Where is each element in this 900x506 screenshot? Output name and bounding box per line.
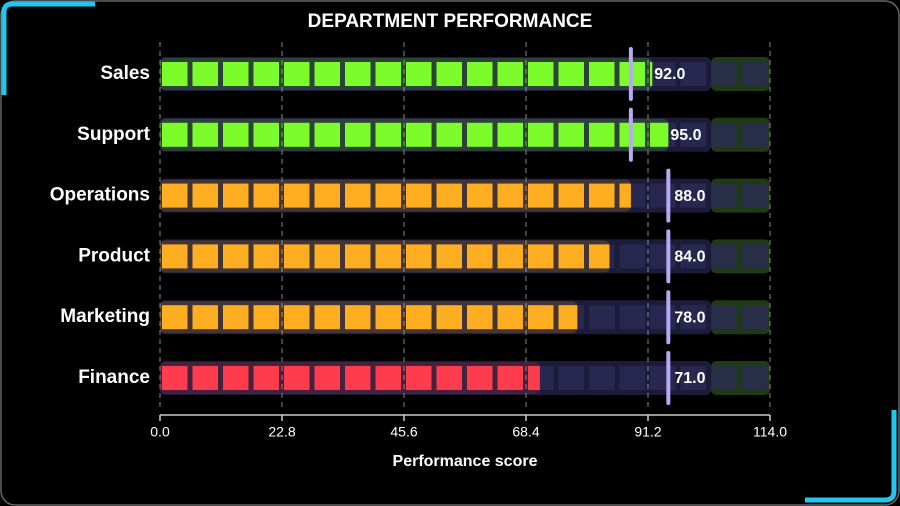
bar (160, 183, 631, 208)
x-tick-label: 114.0 (753, 424, 787, 440)
range-blocks (711, 183, 770, 208)
bar (160, 305, 578, 330)
range-blocks (711, 305, 770, 330)
range-blocks (711, 366, 770, 390)
x-tick-label: 45.6 (390, 424, 417, 440)
bar (160, 122, 669, 147)
bar (160, 62, 653, 86)
value-label: 92.0 (654, 66, 685, 83)
y-tick-label: Finance (78, 367, 150, 388)
range-blocks (711, 122, 770, 147)
value-label: 84.0 (674, 249, 705, 266)
chart-title: DEPARTMENT PERFORMANCE (308, 11, 593, 32)
x-tick-label: 22.8 (268, 424, 295, 440)
x-tick-label: 68.4 (512, 424, 539, 440)
y-tick-label: Product (78, 245, 150, 266)
x-tick-label: 91.2 (634, 424, 661, 440)
value-label: 95.0 (670, 127, 701, 144)
y-tick-label: Sales (100, 63, 150, 84)
corner-accent (1, 1, 95, 95)
value-label: 78.0 (674, 309, 705, 326)
value-label: 88.0 (674, 188, 705, 205)
x-axis-title: Performance score (393, 453, 538, 470)
bar (160, 244, 610, 269)
range-blocks (711, 244, 770, 269)
y-tick-label: Operations (50, 185, 150, 206)
y-tick-label: Marketing (60, 306, 150, 327)
x-tick-label: 0.0 (150, 424, 170, 440)
corner-accent (805, 410, 897, 503)
y-tick-label: Support (77, 124, 150, 145)
bar (160, 366, 540, 390)
range-blocks (711, 62, 770, 86)
value-label: 71.0 (674, 370, 705, 387)
